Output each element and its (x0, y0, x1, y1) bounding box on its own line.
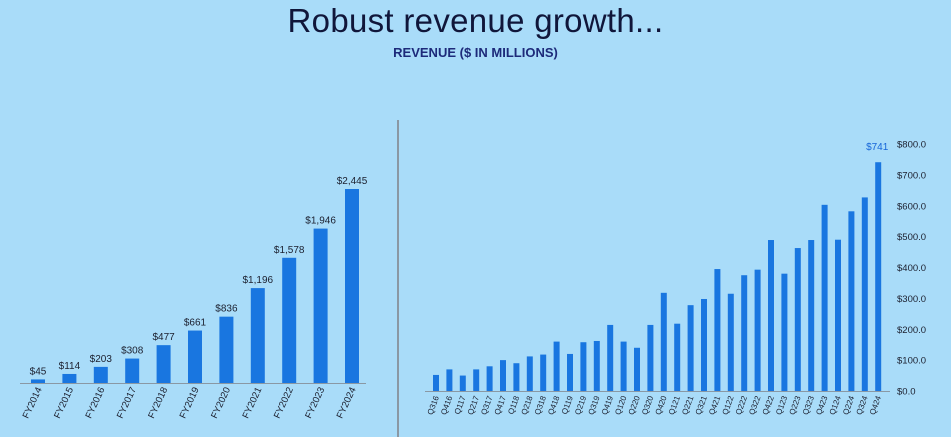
y-tick-label: $200.0 (897, 325, 926, 336)
bar-q117 (459, 375, 466, 391)
bar-q223 (794, 248, 801, 391)
data-label-fy2023: $1,946 (305, 216, 336, 227)
data-label-fy2020: $836 (215, 304, 238, 315)
bar-fy2018 (156, 345, 171, 383)
bar-q124 (835, 239, 841, 391)
data-label-fy2015: $114 (59, 361, 81, 372)
bar-q319 (593, 340, 600, 391)
y-tick-label: $700.0 (897, 170, 926, 181)
bar-q222 (741, 275, 748, 391)
bar-fy2015 (62, 373, 77, 383)
data-label-fy2019: $661 (184, 318, 207, 329)
y-tick-label: $600.0 (897, 201, 926, 212)
page-title: Robust revenue growth... (287, 2, 664, 39)
bar-fy2023 (313, 228, 328, 383)
bar-q224 (848, 211, 855, 391)
data-label-fy2018: $477 (152, 332, 175, 343)
bar-q424 (875, 162, 882, 391)
data-label-fy2024: $2,445 (337, 176, 368, 187)
bar-q316 (433, 374, 439, 391)
bar-fy2024 (345, 189, 359, 383)
bar-fy2022 (282, 257, 297, 383)
bar-q320 (647, 324, 654, 391)
y-tick-label: $300.0 (897, 294, 926, 305)
bar-q221 (687, 305, 694, 391)
data-label-fy2022: $1,578 (274, 245, 305, 256)
bar-q317 (486, 366, 493, 391)
bar-q423 (821, 204, 828, 391)
y-tick-label: $500.0 (897, 232, 926, 243)
bar-q118 (513, 363, 520, 391)
data-label-fy2021: $1,196 (243, 275, 274, 286)
data-label-fy2017: $308 (121, 346, 144, 357)
bar-q217 (473, 369, 480, 391)
bar-q123 (781, 273, 788, 391)
y-tick-label: $100.0 (897, 356, 926, 367)
bar-q322 (754, 269, 761, 391)
bar-q422 (768, 240, 774, 391)
y-tick-label: $400.0 (897, 263, 926, 274)
bar-fy2014 (31, 379, 45, 383)
bar-q220 (634, 347, 640, 391)
bar-q323 (808, 240, 815, 391)
bar-fy2021 (250, 288, 265, 383)
bar-q324 (861, 197, 868, 391)
bar-q318 (540, 354, 547, 391)
bar-q119 (567, 353, 573, 391)
bar-q321 (701, 298, 707, 391)
bar-fy2020 (219, 316, 234, 383)
bar-q421 (714, 269, 721, 391)
bar-q121 (674, 323, 681, 391)
bar-q419 (607, 324, 614, 391)
bar-q416 (446, 369, 453, 391)
bar-q122 (727, 293, 734, 391)
bar-q218 (526, 356, 533, 391)
bar-q418 (553, 341, 560, 391)
data-label-fy2016: $203 (90, 354, 113, 365)
y-tick-label: $0.0 (897, 387, 916, 398)
y-tick-label: $800.0 (897, 140, 926, 151)
bar-q420 (660, 292, 667, 391)
bar-fy2017 (125, 358, 140, 383)
divider (397, 120, 399, 437)
bar-fy2016 (93, 366, 108, 383)
bar-q120 (620, 341, 627, 391)
bar-q219 (580, 342, 587, 391)
data-label-q424: $741 (866, 142, 889, 153)
data-label-fy2014: $45 (30, 366, 47, 377)
bar-q417 (500, 360, 506, 391)
bar-fy2019 (188, 330, 202, 383)
x-tick-label: Q424 (868, 394, 883, 416)
chart-subtitle: REVENUE ($ IN MILLIONS) (393, 45, 558, 60)
